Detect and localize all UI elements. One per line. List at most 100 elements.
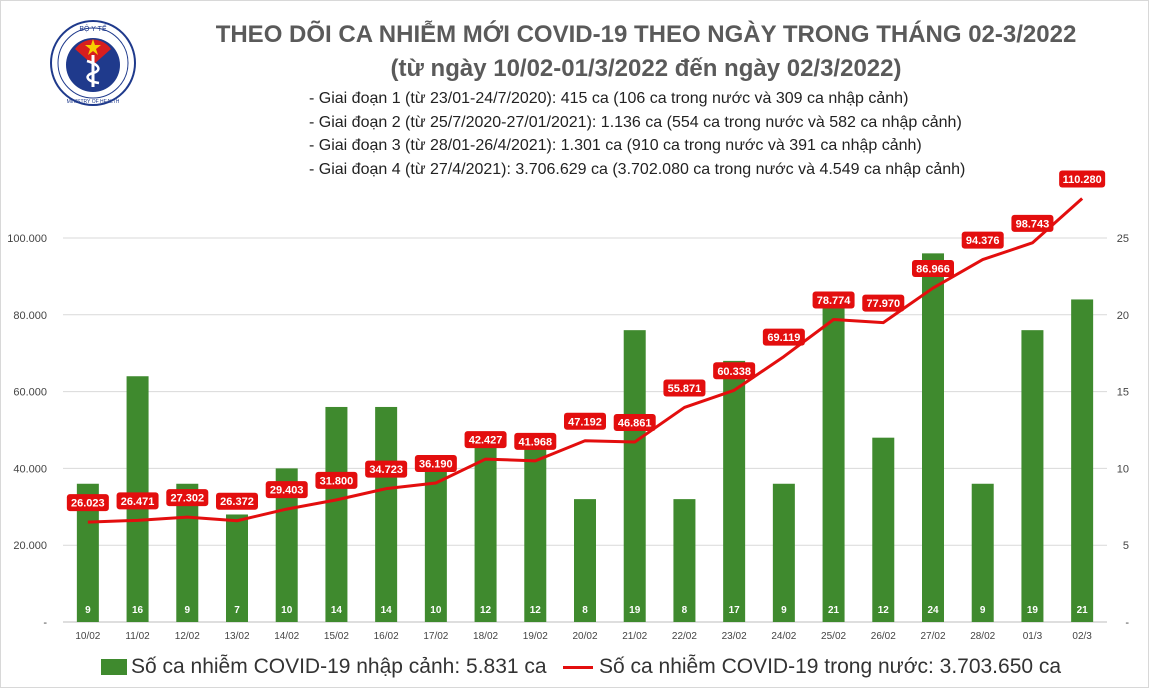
bar-value-label: 21 bbox=[1077, 605, 1089, 616]
legend-imported-cases-label: Số ca nhiễm COVID-19 nhập cảnh: 5.831 ca bbox=[131, 655, 547, 678]
line-value-label-box bbox=[812, 291, 855, 309]
line-value-label: 27.302 bbox=[170, 493, 204, 505]
line-value-label: 110.280 bbox=[1063, 174, 1102, 186]
x-tick-label: 28/02 bbox=[970, 631, 995, 642]
y-right-tick-label: 25 bbox=[1117, 233, 1129, 245]
legend-line-swatch bbox=[563, 665, 593, 669]
x-tick-label: 18/02 bbox=[473, 631, 498, 642]
line-value-label: 31.800 bbox=[320, 475, 354, 487]
x-tick-label: 01/3 bbox=[1023, 631, 1043, 642]
line-value-label: 98.743 bbox=[1016, 218, 1050, 230]
line-value-label: 47.192 bbox=[568, 416, 602, 428]
line-value-label: 36.190 bbox=[419, 459, 453, 471]
y-left-tick-label: 20.000 bbox=[13, 540, 47, 552]
y-right-tick-label: - bbox=[1125, 617, 1129, 629]
line-value-label: 26.471 bbox=[121, 496, 155, 508]
line-value-label: 60.338 bbox=[717, 366, 751, 378]
line-value-label: 78.774 bbox=[817, 295, 852, 307]
bar-value-label: 7 bbox=[234, 605, 240, 616]
x-tick-label: 26/02 bbox=[871, 631, 896, 642]
imported-cases-bar bbox=[1071, 299, 1094, 622]
x-tick-label: 21/02 bbox=[622, 631, 647, 642]
line-value-label: 26.023 bbox=[71, 498, 105, 510]
imported-cases-bar bbox=[1021, 330, 1044, 622]
bar-value-label: 14 bbox=[381, 605, 393, 616]
line-value-label-box bbox=[464, 431, 507, 449]
chart-title: THEO DÕI CA NHIỄM MỚI COVID-19 THEO NGÀY… bbox=[215, 21, 1077, 48]
x-tick-label: 20/02 bbox=[572, 631, 597, 642]
line-value-label-box bbox=[66, 494, 109, 512]
bar-value-label: 9 bbox=[85, 605, 91, 616]
imported-cases-bar bbox=[822, 299, 845, 622]
imported-cases-bar bbox=[872, 437, 895, 622]
x-tick-label: 12/02 bbox=[175, 631, 200, 642]
imported-cases-bar bbox=[922, 253, 944, 623]
logo-bottom-text: MINISTRY OF HEALTH bbox=[67, 99, 120, 105]
y-left-tick-label: 80.000 bbox=[13, 310, 47, 322]
line-value-label: 94.376 bbox=[966, 235, 1000, 247]
line-value-label-box bbox=[663, 379, 706, 397]
bar-value-label: 17 bbox=[729, 605, 741, 616]
y-left-tick-label: - bbox=[43, 617, 47, 629]
bar-value-label: 10 bbox=[281, 605, 293, 616]
x-tick-label: 25/02 bbox=[821, 631, 846, 642]
y-right-tick-label: 5 bbox=[1123, 540, 1129, 552]
legend-bar-swatch bbox=[101, 659, 127, 675]
line-value-label-box bbox=[613, 414, 656, 432]
imported-cases-bar bbox=[772, 483, 795, 622]
line-value-label-box bbox=[564, 412, 606, 430]
imported-cases-bar bbox=[375, 406, 398, 622]
x-tick-label: 11/02 bbox=[125, 631, 150, 642]
line-value-label: 86.966 bbox=[916, 264, 950, 276]
line-value-label-box bbox=[961, 231, 1004, 249]
bar-value-label: 24 bbox=[927, 605, 939, 616]
chart-subtitle: (từ ngày 10/02-01/3/2022 đến ngày 02/3/2… bbox=[390, 55, 902, 82]
line-value-label-box bbox=[762, 328, 805, 346]
phase-4-summary: - Giai đoạn 4 (từ 27/4/2021): 3.706.629 … bbox=[309, 160, 966, 178]
line-value-label: 41.968 bbox=[518, 436, 552, 448]
x-tick-label: 14/02 bbox=[274, 631, 299, 642]
x-tick-label: 27/02 bbox=[920, 631, 945, 642]
x-tick-label: 13/02 bbox=[224, 631, 249, 642]
legend-domestic-cases-label: Số ca nhiễm COVID-19 trong nước: 3.703.6… bbox=[599, 655, 1062, 678]
line-value-label-box bbox=[514, 432, 557, 450]
x-tick-label: 02/3 bbox=[1072, 631, 1092, 642]
x-tick-label: 17/02 bbox=[423, 631, 448, 642]
line-value-label: 34.723 bbox=[369, 464, 403, 476]
bar-value-label: 9 bbox=[980, 605, 986, 616]
bar-value-label: 16 bbox=[132, 605, 144, 616]
phase-1-summary: - Giai đoạn 1 (từ 23/01-24/7/2020): 415 … bbox=[309, 90, 909, 107]
line-value-label-box bbox=[912, 260, 954, 278]
x-tick-label: 22/02 bbox=[672, 631, 697, 642]
domestic-cases-line bbox=[87, 197, 1084, 524]
imported-cases-bar bbox=[971, 483, 994, 622]
line-value-label: 42.427 bbox=[469, 435, 503, 447]
line-value-label-box bbox=[1059, 170, 1106, 188]
phase-summary-list: - Giai đoạn 1 (từ 23/01-24/7/2020): 415 … bbox=[309, 87, 965, 181]
bar-value-label: 19 bbox=[1027, 605, 1039, 616]
imported-cases-bar bbox=[723, 360, 746, 622]
y-left-tick-label: 40.000 bbox=[13, 463, 47, 475]
line-value-label-box bbox=[1011, 214, 1054, 232]
bar-value-label: 14 bbox=[331, 605, 343, 616]
line-value-label-box bbox=[166, 489, 209, 507]
line-value-label-box bbox=[365, 460, 408, 478]
y-right-tick-label: 10 bbox=[1117, 463, 1129, 475]
legend-domestic-cases: Số ca nhiễm COVID-19 trong nước: 3.703.6… bbox=[563, 652, 1061, 682]
line-value-label: 29.403 bbox=[270, 485, 304, 497]
legend-imported-cases: Số ca nhiễm COVID-19 nhập cảnh: 5.831 ca bbox=[101, 652, 547, 682]
imported-cases-bar bbox=[574, 499, 596, 622]
bar-value-label: 12 bbox=[878, 605, 890, 616]
imported-cases-bar bbox=[524, 437, 547, 622]
bar-value-label: 10 bbox=[430, 605, 442, 616]
line-value-label-box bbox=[414, 455, 457, 473]
x-tick-label: 19/02 bbox=[523, 631, 548, 642]
x-tick-label: 23/02 bbox=[722, 631, 747, 642]
bar-value-label: 19 bbox=[629, 605, 641, 616]
bar-value-label: 9 bbox=[781, 605, 787, 616]
x-tick-label: 24/02 bbox=[771, 631, 796, 642]
line-value-label: 55.871 bbox=[668, 383, 702, 395]
imported-cases-bar bbox=[76, 483, 99, 622]
